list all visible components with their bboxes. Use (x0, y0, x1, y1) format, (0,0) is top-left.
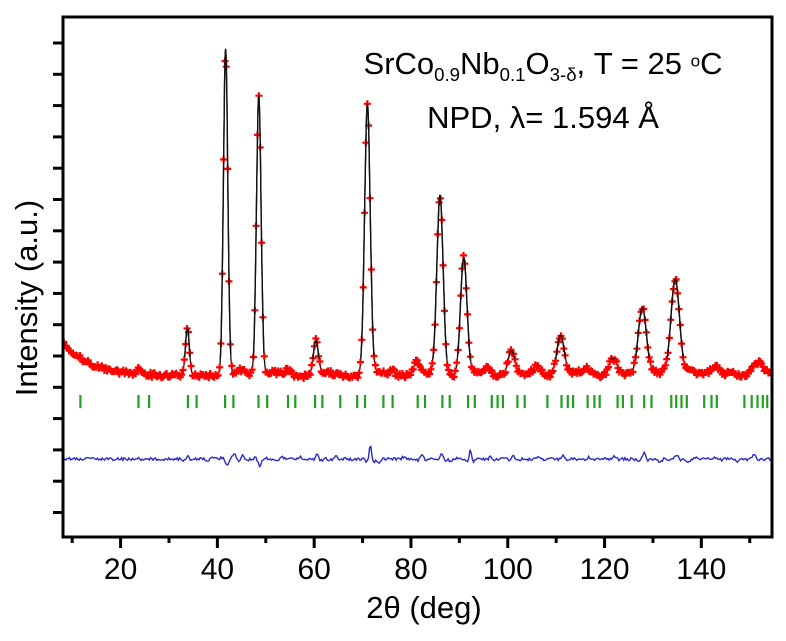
title-temperature-text: , T = 25 (576, 46, 691, 81)
observed-crosses (63, 57, 772, 382)
title-formula-subscript: 3-δ (549, 64, 577, 86)
title-temperature-unit: C (700, 46, 723, 81)
x-tick-label: 40 (201, 553, 234, 586)
title-formula-base: Nb (460, 46, 500, 81)
chart-title: SrCo0.9Nb0.1O3-δ, T = 25 oC (364, 46, 723, 86)
x-tick-label: 120 (580, 553, 630, 586)
y-axis-label: Intensity (a.u.) (9, 199, 44, 397)
plot-frame (61, 15, 774, 539)
title-formula-subscript: 0.1 (499, 64, 526, 86)
x-tick-label: 80 (394, 553, 427, 586)
bragg-tick-marks (79, 395, 769, 409)
x-axis-label: 2θ (deg) (366, 590, 482, 625)
degree-symbol: o (690, 51, 701, 71)
calculated-line (63, 48, 772, 377)
calculated-line-peaks (184, 48, 684, 361)
title-formula-subscript: 0.9 (434, 64, 461, 86)
chart-subtitle: NPD, λ= 1.594 Å (427, 100, 659, 135)
x-tick-label: 20 (104, 553, 137, 586)
title-formula-base: SrCo (363, 46, 435, 81)
x-tick-label: 60 (297, 553, 330, 586)
difference-line (63, 445, 772, 468)
x-tick-label: 140 (676, 553, 726, 586)
title-formula-base: O (525, 46, 550, 81)
x-tick-label: 100 (483, 553, 533, 586)
